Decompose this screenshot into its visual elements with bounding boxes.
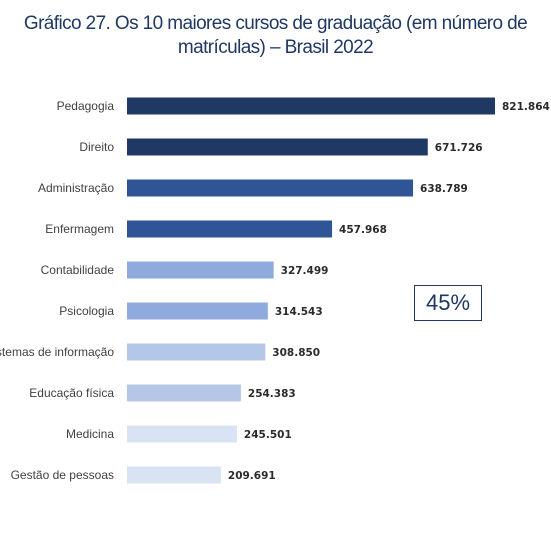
bar-1 bbox=[127, 138, 428, 156]
value-label-8: 245.501 bbox=[244, 429, 292, 441]
chart-title-line-2: matrículas) – Brasil 2022 bbox=[177, 37, 374, 58]
category-label-0: Pedagogia bbox=[57, 99, 115, 113]
bar-8 bbox=[127, 425, 237, 443]
category-label-4: Contabilidade bbox=[41, 263, 115, 277]
chart-title: Gráfico 27. Os 10 maiores cursos de grad… bbox=[0, 12, 551, 60]
bar-2 bbox=[127, 179, 414, 197]
category-label-7: Educação física bbox=[29, 386, 114, 400]
bar-3 bbox=[127, 220, 333, 238]
bar-0 bbox=[127, 97, 495, 115]
value-label-1: 671.726 bbox=[435, 142, 483, 154]
bar-6 bbox=[127, 343, 266, 361]
chart-title-line-1: Gráfico 27. Os 10 maiores cursos de grad… bbox=[23, 13, 528, 34]
category-label-3: Enfermagem bbox=[45, 222, 114, 236]
value-label-0: 821.864 bbox=[502, 101, 550, 113]
value-label-2: 638.789 bbox=[420, 183, 468, 195]
value-label-4: 327.499 bbox=[281, 265, 329, 277]
bar-5 bbox=[127, 302, 268, 320]
category-label-1: Direito bbox=[79, 140, 114, 154]
category-label-6: Sistemas de informação bbox=[0, 345, 114, 359]
category-label-8: Medicina bbox=[66, 427, 114, 441]
category-label-2: Administração bbox=[38, 181, 114, 195]
value-label-9: 209.691 bbox=[228, 470, 276, 482]
category-label-9: Gestão de pessoas bbox=[11, 468, 114, 482]
bar-4 bbox=[127, 261, 274, 279]
bar-9 bbox=[127, 466, 221, 484]
percentage-callout: 45% bbox=[414, 285, 482, 321]
value-label-5: 314.543 bbox=[275, 306, 323, 318]
category-label-5: Psicologia bbox=[59, 304, 114, 318]
value-label-6: 308.850 bbox=[272, 347, 320, 359]
value-label-3: 457.968 bbox=[339, 224, 387, 236]
bar-7 bbox=[127, 384, 241, 402]
value-label-7: 254.383 bbox=[248, 388, 296, 400]
